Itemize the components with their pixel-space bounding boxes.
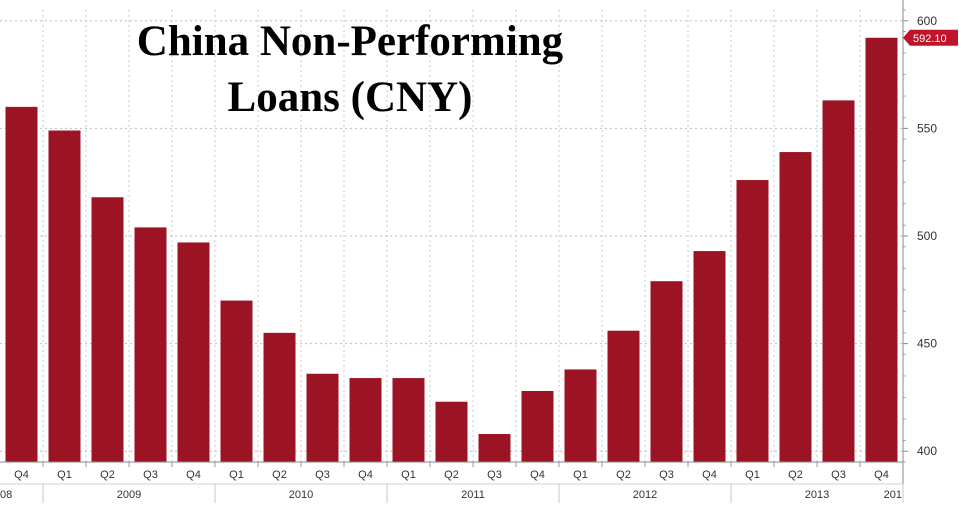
x-year-label: 2013 (805, 489, 829, 501)
bar (5, 106, 38, 462)
x-tick-label: Q2 (788, 469, 803, 481)
x-tick-label: Q2 (616, 469, 631, 481)
bar (693, 251, 726, 462)
bar (134, 227, 167, 462)
x-tick-label: Q1 (573, 469, 588, 481)
bar (521, 390, 554, 462)
x-tick-label: Q2 (444, 469, 459, 481)
x-tick-label: Q3 (143, 469, 158, 481)
bar (392, 378, 425, 462)
x-year-label: 08 (0, 489, 12, 501)
bar (650, 281, 683, 462)
bar-layer (5, 37, 898, 463)
x-tick-label: Q2 (272, 469, 287, 481)
last-value-label: 592.10 (913, 33, 947, 45)
x-year-label: 2010 (289, 489, 313, 501)
bar (478, 434, 511, 462)
bar (435, 401, 468, 462)
x-year-label: 2012 (633, 489, 657, 501)
x-tick-label: Q4 (530, 469, 545, 481)
x-year-label: 2011 (461, 489, 485, 501)
x-tick-label: Q1 (229, 469, 244, 481)
bar (865, 37, 898, 462)
y-tick-label: 550 (917, 121, 937, 135)
x-tick-label: Q4 (702, 469, 717, 481)
bar (91, 197, 124, 462)
x-year-label: 2009 (117, 489, 141, 501)
bar (607, 330, 640, 462)
x-tick-label: Q3 (487, 469, 502, 481)
chart-title-line-2: Loans (CNY) (227, 74, 473, 121)
chart-title-line-1: China Non-Performing (136, 18, 564, 65)
bar (220, 300, 253, 462)
bar (564, 369, 597, 462)
last-value-tag: 592.10 (903, 29, 958, 46)
x-tick-label: Q1 (745, 469, 760, 481)
x-tick-label: Q4 (358, 469, 373, 481)
bar (306, 373, 339, 462)
y-tick-label: 450 (917, 337, 937, 351)
x-year-label: 201 (884, 489, 902, 501)
bar (177, 242, 210, 462)
x-tick-label: Q4 (14, 469, 29, 481)
y-tick-label: 400 (917, 444, 937, 458)
y-tick-label: 500 (917, 229, 937, 243)
last-value-tag-shape (903, 29, 958, 46)
x-tick-label: Q3 (831, 469, 846, 481)
chart-title: China Non-Performing Loans (CNY) (100, 14, 600, 126)
bar (263, 332, 296, 462)
x-tick-label: Q2 (100, 469, 115, 481)
x-tick-label: Q4 (186, 469, 201, 481)
x-tick-label: Q1 (401, 469, 416, 481)
x-tick-label: Q3 (659, 469, 674, 481)
bar (736, 180, 769, 463)
grid-layer (0, 10, 903, 462)
x-tick-label: Q3 (315, 469, 330, 481)
bar (779, 152, 812, 463)
bar (822, 100, 855, 463)
x-tick-label: Q1 (57, 469, 72, 481)
y-tick-label: 600 (917, 14, 937, 28)
bar (349, 378, 382, 462)
x-tick-label: Q4 (874, 469, 889, 481)
bar (48, 130, 81, 463)
